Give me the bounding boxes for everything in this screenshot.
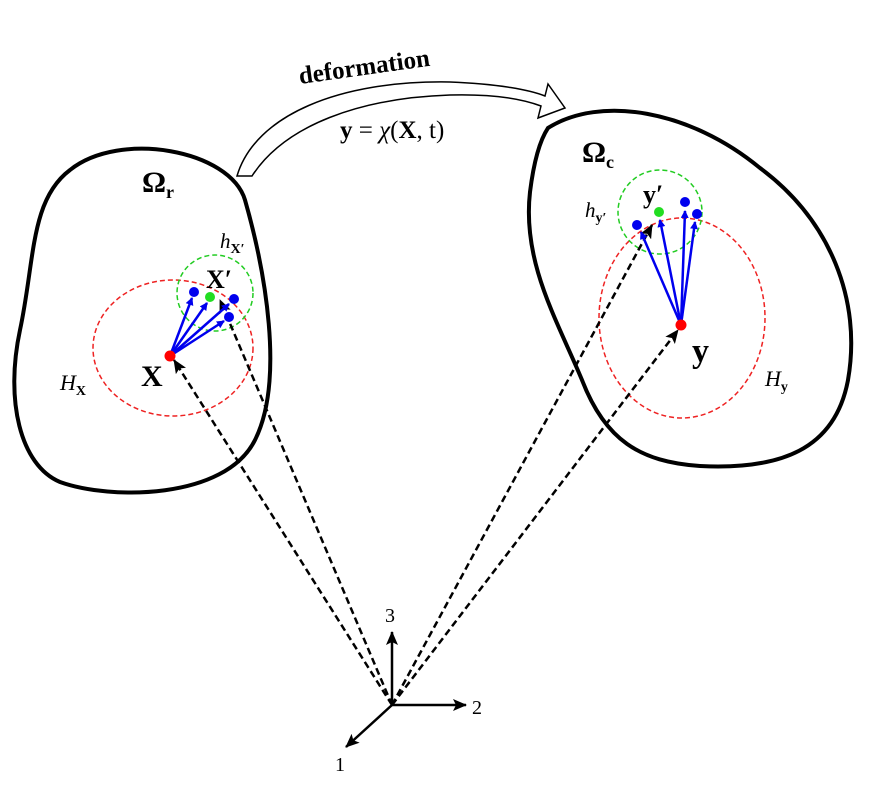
position-vector-y-prime [390, 224, 654, 706]
axis-1-label: 1 [335, 754, 345, 776]
X-label: X [141, 360, 163, 393]
omega-r-label: Ωr [142, 166, 174, 202]
reference-horizon [92, 279, 254, 417]
axis-3-label: 3 [385, 605, 395, 627]
bond-arrow [169, 303, 230, 357]
omega-c-label: Ωc [582, 136, 614, 172]
family-point [189, 287, 199, 297]
reference-small-horizon [176, 254, 254, 332]
bond-arrow [169, 319, 225, 358]
family-point [692, 209, 702, 219]
y-label: y [692, 333, 709, 370]
neighbor-point-X-prime [205, 292, 215, 302]
family-point [632, 220, 642, 230]
axis-2-label: 2 [472, 697, 482, 719]
deformation-equation: y = χ(X, t) [340, 117, 444, 144]
H-y-label: Hy [764, 366, 788, 395]
bond-arrow [639, 231, 683, 326]
position-vector-X-prime [218, 299, 394, 706]
material-point-y [675, 319, 687, 331]
H-X-label: HX [59, 370, 86, 399]
h-y-prime-label: hy′ [585, 198, 607, 226]
bond-arrow [168, 297, 194, 357]
position-vector-y [391, 329, 679, 706]
bond-arrow [679, 221, 699, 326]
current-horizon [598, 217, 766, 419]
bond-arrow [168, 302, 209, 357]
X-prime-label: X′ [206, 265, 232, 294]
y-prime-label: y′ [643, 180, 663, 209]
deformation-arrow [235, 81, 567, 177]
current-small-horizon [617, 169, 703, 255]
bond-arrow [657, 219, 683, 326]
axis-1 [345, 704, 393, 748]
neighbor-point-y-prime [654, 207, 664, 217]
h-X-prime-label: hX′ [220, 229, 245, 257]
current-body-outline [526, 108, 854, 469]
family-point [224, 312, 234, 322]
family-point [680, 197, 690, 207]
material-point-X [164, 350, 176, 362]
bond-arrow [679, 210, 689, 326]
reference-body-outline [12, 146, 273, 495]
family-point [229, 294, 239, 304]
position-vector-X [172, 359, 394, 706]
